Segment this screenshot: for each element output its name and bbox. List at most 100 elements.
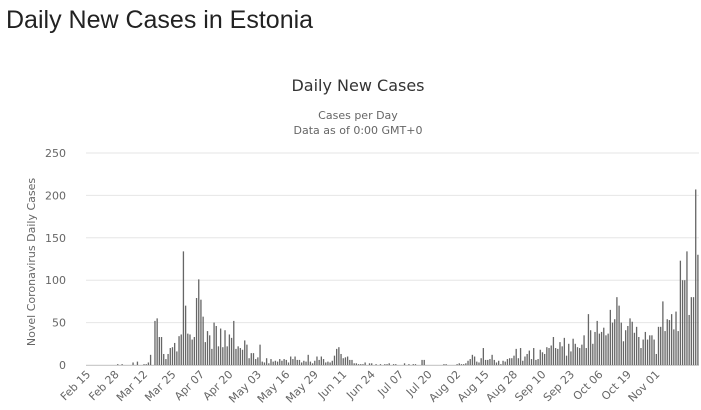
bar-day-53[interactable] (202, 316, 204, 365)
bar-day-58[interactable] (213, 322, 215, 365)
bar-day-207[interactable] (539, 349, 541, 365)
bar-day-34[interactable] (160, 337, 163, 365)
bar-day-110[interactable] (327, 361, 329, 365)
bar-day-263[interactable] (662, 301, 664, 365)
bar-day-190[interactable] (502, 360, 504, 365)
bar-day-252[interactable] (638, 337, 640, 365)
bar-day-241[interactable] (614, 319, 616, 365)
bar-day-268[interactable] (673, 329, 675, 365)
bar-day-246[interactable] (625, 330, 627, 365)
bar-day-26[interactable] (143, 364, 145, 365)
bar-day-180[interactable] (480, 358, 482, 365)
bar-day-108[interactable] (322, 359, 325, 365)
bar-day-72[interactable] (244, 340, 246, 365)
bar-day-36[interactable] (165, 359, 167, 365)
bar-day-245[interactable] (622, 341, 625, 365)
bar-day-122[interactable] (353, 363, 355, 365)
bar-day-272[interactable] (681, 280, 684, 365)
bar-day-188[interactable] (498, 360, 500, 365)
bar-day-94[interactable] (292, 359, 294, 365)
bar-day-192[interactable] (506, 359, 509, 365)
bar-day-171[interactable] (460, 364, 463, 365)
bar-day-111[interactable] (329, 362, 331, 365)
bar-day-204[interactable] (533, 348, 535, 365)
bar-day-250[interactable] (633, 332, 636, 365)
bar-day-69[interactable] (237, 346, 239, 365)
bar-day-163[interactable] (443, 364, 445, 365)
bar-day-184[interactable] (489, 359, 491, 365)
bar-day-86[interactable] (274, 360, 277, 365)
bar-day-138[interactable] (388, 363, 390, 365)
bar-day-261[interactable] (657, 326, 660, 365)
bar-day-57[interactable] (211, 348, 213, 365)
bar-day-59[interactable] (215, 325, 217, 365)
bar-day-145[interactable] (403, 363, 406, 365)
bar-day-80[interactable] (261, 361, 263, 365)
bar-day-68[interactable] (235, 348, 237, 365)
bar-day-274[interactable] (686, 251, 688, 365)
bar-day-101[interactable] (307, 354, 309, 365)
bar-day-61[interactable] (219, 328, 222, 365)
bar-day-267[interactable] (670, 314, 673, 365)
bar-day-91[interactable] (285, 359, 287, 365)
bar-day-92[interactable] (287, 362, 290, 365)
bar-day-222[interactable] (572, 338, 574, 365)
bar-day-213[interactable] (552, 337, 555, 365)
bar-day-71[interactable] (241, 349, 244, 365)
bar-day-279[interactable] (697, 254, 699, 365)
bar-day-209[interactable] (544, 353, 546, 365)
bar-day-126[interactable] (362, 364, 364, 365)
bar-day-114[interactable] (336, 348, 338, 365)
bar-day-154[interactable] (423, 359, 425, 365)
bar-day-181[interactable] (482, 348, 485, 365)
bar-day-260[interactable] (655, 353, 657, 365)
bar-day-218[interactable] (563, 337, 566, 365)
bar-day-116[interactable] (340, 353, 342, 365)
bar-day-147[interactable] (408, 364, 410, 365)
bar-day-185[interactable] (491, 354, 493, 365)
bar-day-73[interactable] (246, 344, 248, 365)
bar-day-242[interactable] (616, 297, 618, 365)
bar-day-153[interactable] (421, 359, 423, 365)
bar-day-189[interactable] (500, 364, 502, 365)
bar-day-177[interactable] (473, 356, 476, 365)
bar-day-43[interactable] (180, 334, 182, 365)
bar-day-96[interactable] (296, 359, 298, 365)
bar-day-32[interactable] (156, 318, 158, 365)
bar-day-201[interactable] (526, 353, 528, 365)
bar-day-174[interactable] (467, 360, 469, 365)
bar-day-172[interactable] (463, 364, 465, 365)
bar-day-98[interactable] (300, 362, 303, 365)
bar-day-42[interactable] (178, 336, 180, 365)
bar-day-117[interactable] (342, 358, 344, 365)
bar-day-89[interactable] (281, 360, 283, 365)
bar-day-271[interactable] (679, 260, 682, 365)
bar-day-199[interactable] (522, 360, 524, 365)
bar-day-186[interactable] (493, 359, 495, 365)
bar-day-264[interactable] (664, 331, 666, 365)
bar-day-191[interactable] (504, 361, 506, 365)
bar-day-112[interactable] (331, 360, 333, 365)
bar-day-56[interactable] (209, 335, 211, 365)
bar-day-203[interactable] (530, 359, 533, 365)
bar-day-82[interactable] (265, 358, 268, 365)
bar-day-253[interactable] (640, 348, 642, 365)
bar-day-150[interactable] (414, 364, 417, 365)
bar-day-38[interactable] (169, 348, 171, 365)
bar-day-95[interactable] (294, 356, 296, 365)
bar-day-193[interactable] (508, 358, 511, 365)
bar-day-124[interactable] (357, 364, 360, 365)
bar-day-65[interactable] (228, 334, 231, 365)
bar-day-179[interactable] (478, 362, 480, 365)
bar-day-67[interactable] (233, 320, 235, 365)
bar-day-50[interactable] (195, 298, 198, 365)
bar-day-233[interactable] (596, 320, 598, 365)
bar-day-88[interactable] (279, 359, 281, 365)
bar-day-275[interactable] (688, 314, 690, 365)
bar-day-227[interactable] (583, 335, 585, 365)
bar-day-121[interactable] (351, 359, 353, 365)
bar-day-113[interactable] (333, 355, 336, 365)
bar-day-48[interactable] (191, 339, 193, 365)
bar-day-35[interactable] (163, 353, 165, 365)
bar-day-40[interactable] (174, 342, 176, 365)
